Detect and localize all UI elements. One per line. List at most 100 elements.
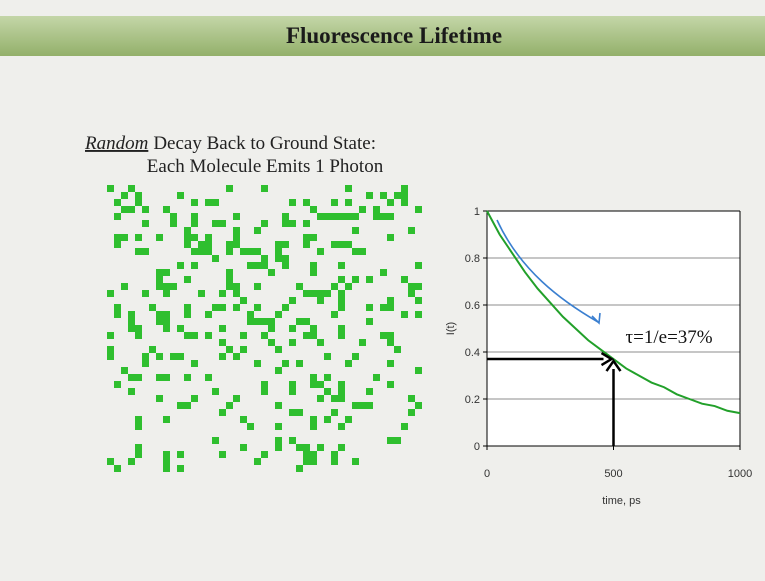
photon-dot	[282, 304, 289, 311]
photon-dot	[261, 262, 268, 269]
photon-dot	[282, 255, 289, 262]
chart: 0 0.2 0.4 0.6 0.8 1 0 500 1000 time, ps I(t) τ=1/e=…	[445, 206, 752, 507]
photon-dot	[191, 395, 198, 402]
photon-dot	[310, 234, 317, 241]
x-tick-label: 500	[604, 468, 622, 480]
photon-dot	[387, 332, 394, 339]
photon-dot	[268, 325, 275, 332]
photon-dot	[345, 213, 352, 220]
photon-dot	[387, 304, 394, 311]
photon-dot	[254, 318, 261, 325]
photon-dot	[191, 332, 198, 339]
photon-dot	[233, 234, 240, 241]
photon-dot	[177, 402, 184, 409]
photon-dot	[261, 185, 268, 192]
photon-dot	[331, 395, 338, 402]
photon-dot	[296, 283, 303, 290]
photon-dot	[128, 458, 135, 465]
photon-dot	[233, 241, 240, 248]
photon-dot	[177, 353, 184, 360]
photon-dot	[240, 444, 247, 451]
photon-dot	[128, 318, 135, 325]
photon-dot	[296, 409, 303, 416]
y-tick-label: 0.6	[465, 300, 480, 312]
photon-dot	[254, 458, 261, 465]
photon-dot	[352, 213, 359, 220]
photon-dot	[415, 206, 422, 213]
photon-dot	[128, 374, 135, 381]
photon-dot	[135, 234, 142, 241]
photon-dot	[373, 213, 380, 220]
photon-dot	[415, 297, 422, 304]
photon-dot	[387, 437, 394, 444]
photon-dot	[114, 213, 121, 220]
photon-dot	[345, 199, 352, 206]
photon-dot	[359, 206, 366, 213]
photon-dot	[219, 353, 226, 360]
photon-dot	[219, 304, 226, 311]
photon-dot	[296, 444, 303, 451]
x-tick-label: 1000	[728, 468, 752, 480]
photon-dot	[352, 227, 359, 234]
photon-dot	[254, 262, 261, 269]
photon-dot	[415, 311, 422, 318]
subheading: Each Molecule Emits 1 Photon	[147, 156, 384, 177]
photon-dot	[380, 213, 387, 220]
photon-dot	[142, 248, 149, 255]
photon-dot	[401, 423, 408, 430]
photon-dot	[226, 241, 233, 248]
photon-dot	[156, 283, 163, 290]
photon-dot	[254, 304, 261, 311]
photon-dot	[275, 367, 282, 374]
photon-dot	[338, 395, 345, 402]
photon-dot	[289, 339, 296, 346]
x-tick-label: 0	[484, 468, 490, 480]
photon-dot	[177, 192, 184, 199]
photon-dot	[282, 262, 289, 269]
photon-dot	[114, 241, 121, 248]
photon-dot	[114, 234, 121, 241]
photon-dot	[345, 360, 352, 367]
photon-dot	[303, 451, 310, 458]
photon-dot	[352, 353, 359, 360]
photon-dot	[408, 395, 415, 402]
photon-dot	[184, 304, 191, 311]
photon-dot	[233, 213, 240, 220]
photon-dot	[135, 325, 142, 332]
photon-dot	[338, 444, 345, 451]
photon-dot	[331, 241, 338, 248]
photon-dot	[163, 318, 170, 325]
photon-dot	[275, 241, 282, 248]
photon-dot	[359, 248, 366, 255]
photon-dot	[310, 381, 317, 388]
photon-dot	[303, 220, 310, 227]
photon-dot	[135, 423, 142, 430]
photon-dot	[387, 234, 394, 241]
y-tick-label: 0	[474, 441, 480, 453]
photon-dot	[275, 248, 282, 255]
photon-dot	[338, 325, 345, 332]
photon-dot	[163, 283, 170, 290]
photon-dot	[303, 199, 310, 206]
photon-dot	[149, 304, 156, 311]
photon-dot	[303, 318, 310, 325]
photon-dot	[338, 381, 345, 388]
photon-dot	[163, 465, 170, 472]
photon-dot	[331, 451, 338, 458]
photon-dot	[156, 234, 163, 241]
photon-dot	[247, 318, 254, 325]
photon-dot	[135, 248, 142, 255]
photon-dot	[219, 325, 226, 332]
photon-dot	[121, 367, 128, 374]
photon-dot	[282, 360, 289, 367]
photon-dot	[401, 199, 408, 206]
photon-dot	[317, 213, 324, 220]
photon-dot	[142, 353, 149, 360]
photon-dot	[121, 206, 128, 213]
photon-dot	[163, 416, 170, 423]
photon-dot	[282, 220, 289, 227]
photon-dot	[366, 276, 373, 283]
photon-dot	[352, 402, 359, 409]
photon-dot	[191, 199, 198, 206]
